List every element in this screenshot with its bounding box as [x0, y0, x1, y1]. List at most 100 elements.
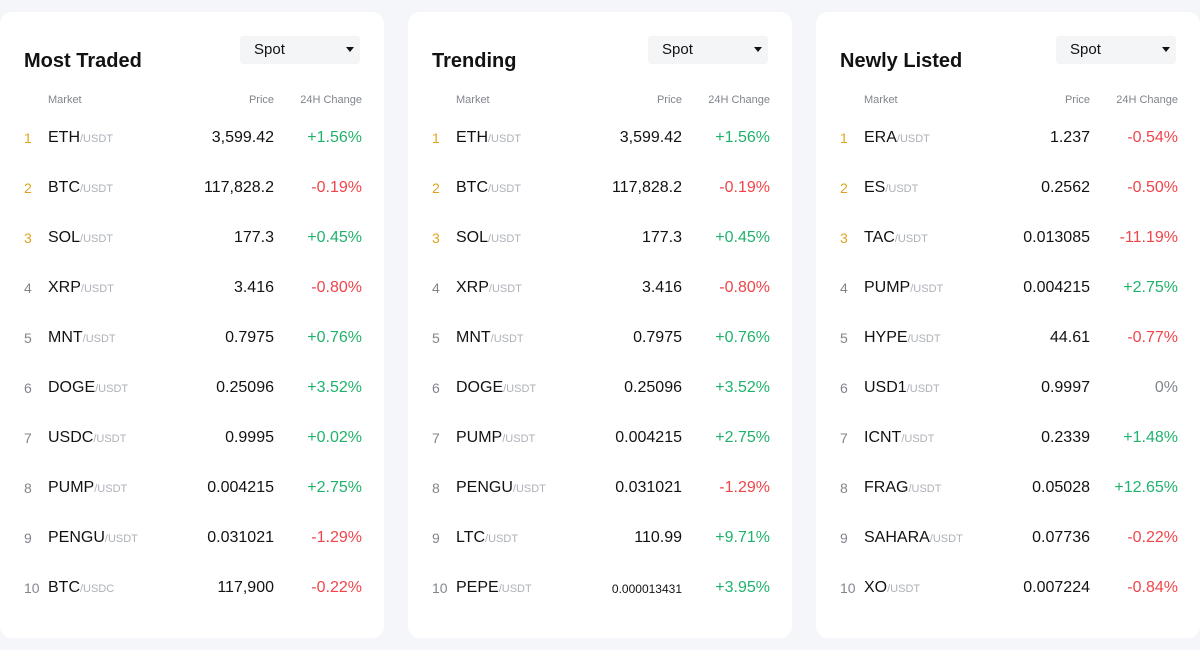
market-row[interactable]: 7 USDC/USDT 0.9995 +0.02%	[0, 413, 384, 463]
market-row[interactable]: 9 SAHARA/USDT 0.07736 -0.22%	[816, 513, 1200, 563]
market-row[interactable]: 8 PUMP/USDT 0.004215 +2.75%	[0, 463, 384, 513]
market-row[interactable]: 1 ETH/USDT 3,599.42 +1.56%	[0, 113, 384, 163]
trading-pair: MNT/USDT	[456, 329, 524, 347]
market-row[interactable]: 1 ETH/USDT 3,599.42 +1.56%	[408, 113, 792, 163]
market-type-select[interactable]: Spot	[648, 36, 768, 64]
market-row[interactable]: 4 XRP/USDT 3.416 -0.80%	[0, 263, 384, 313]
24h-change: +2.75%	[1123, 279, 1178, 296]
trading-pair: DOGE/USDT	[456, 379, 536, 397]
market-row[interactable]: 6 DOGE/USDT 0.25096 +3.52%	[408, 363, 792, 413]
market-row[interactable]: 4 PUMP/USDT 0.004215 +2.75%	[816, 263, 1200, 313]
base-asset: PENGU	[48, 529, 105, 546]
panel-newly-listed: Newly Listed Spot Market Price 24H Change 1 ER…	[816, 12, 1200, 638]
24h-change: +0.02%	[307, 429, 362, 446]
market-row[interactable]: 3 TAC/USDT 0.013085 -11.19%	[816, 213, 1200, 263]
base-asset: PUMP	[48, 479, 95, 496]
trading-pair: USD1/USDT	[864, 379, 940, 397]
market-row[interactable]: 1 ERA/USDT 1.237 -0.54%	[816, 113, 1200, 163]
quote-asset: /USDT	[104, 533, 138, 545]
quote-asset: /USDT	[80, 183, 113, 195]
market-row[interactable]: 6 USD1/USDT 0.9997 0%	[816, 363, 1200, 413]
market-row[interactable]: 10 XO/USDT 0.007224 -0.84%	[816, 563, 1200, 613]
base-asset: PEPE	[456, 579, 499, 596]
24h-change: -0.84%	[1127, 579, 1178, 596]
base-asset: USD1	[864, 379, 907, 396]
panel-most-traded: Most Traded Spot Market Price 24H Change 1 ETH…	[0, 12, 384, 638]
last-price: 117,828.2	[204, 179, 274, 196]
last-price: 0.7975	[633, 329, 682, 346]
market-row[interactable]: 8 PENGU/USDT 0.031021 -1.29%	[408, 463, 792, 513]
24h-change: -0.50%	[1127, 179, 1178, 196]
24h-change: -11.19%	[1119, 229, 1178, 246]
trading-pair: ES/USDT	[864, 179, 918, 197]
market-row[interactable]: 5 HYPE/USDT 44.61 -0.77%	[816, 313, 1200, 363]
market-row[interactable]: 2 BTC/USDT 117,828.2 -0.19%	[0, 163, 384, 213]
market-type-select[interactable]: Spot	[1056, 36, 1176, 64]
market-row[interactable]: 6 DOGE/USDT 0.25096 +3.52%	[0, 363, 384, 413]
trading-pair: PENGU/USDT	[48, 529, 138, 547]
rank-number: 2	[840, 180, 848, 196]
trading-pair: BTC/USDC	[48, 579, 114, 597]
last-price: 0.2562	[1041, 179, 1090, 196]
rank-number: 5	[840, 330, 848, 346]
market-row[interactable]: 2 ES/USDT 0.2562 -0.50%	[816, 163, 1200, 213]
last-price: 117,828.2	[612, 179, 682, 196]
trading-pair: HYPE/USDT	[864, 329, 941, 347]
market-type-select[interactable]: Spot	[240, 36, 360, 64]
market-row[interactable]: 9 PENGU/USDT 0.031021 -1.29%	[0, 513, 384, 563]
panel-title: Newly Listed	[840, 50, 963, 72]
24h-change: -0.22%	[311, 579, 362, 596]
trading-pair: PUMP/USDT	[456, 429, 535, 447]
market-row[interactable]: 3 SOL/USDT 177.3 +0.45%	[0, 213, 384, 263]
market-row[interactable]: 10 BTC/USDC 117,900 -0.22%	[0, 563, 384, 613]
column-header-price: Price	[656, 94, 682, 106]
24h-change: +0.45%	[715, 229, 770, 246]
market-row[interactable]: 7 ICNT/USDT 0.2339 +1.48%	[816, 413, 1200, 463]
base-asset: XO	[864, 579, 888, 596]
last-price: 1.237	[1049, 129, 1090, 146]
market-row[interactable]: 7 PUMP/USDT 0.004215 +2.75%	[408, 413, 792, 463]
quote-asset: /USDT	[512, 483, 546, 495]
base-asset: BTC	[48, 179, 80, 196]
24h-change: -0.77%	[1127, 329, 1178, 346]
24h-change: -0.19%	[719, 179, 770, 196]
quote-asset: /USDT	[929, 533, 963, 545]
trading-pair: BTC/USDT	[456, 179, 521, 197]
column-header-change: 24H Change	[708, 94, 770, 106]
trading-pair: PUMP/USDT	[864, 279, 943, 297]
rank-number: 6	[840, 380, 848, 396]
trading-pair: PEPE/USDT	[456, 579, 532, 597]
quote-asset: /USDT	[887, 583, 921, 595]
rank-number: 3	[24, 230, 32, 246]
market-row[interactable]: 3 SOL/USDT 177.3 +0.45%	[408, 213, 792, 263]
market-row[interactable]: 5 MNT/USDT 0.7975 +0.76%	[0, 313, 384, 363]
quote-asset: /USDT	[80, 133, 113, 145]
trading-pair: XRP/USDT	[456, 279, 522, 297]
quote-asset: /USDT	[485, 533, 519, 545]
quote-asset: /USDT	[95, 383, 129, 395]
rank-number: 4	[840, 280, 848, 296]
last-price: 0.25096	[624, 379, 682, 396]
rank-number: 7	[24, 430, 32, 446]
base-asset: SAHARA	[864, 529, 930, 546]
24h-change: +2.75%	[307, 479, 362, 496]
quote-asset: /USDT	[80, 233, 114, 245]
market-row[interactable]: 5 MNT/USDT 0.7975 +0.76%	[408, 313, 792, 363]
market-row[interactable]: 8 FRAG/USDT 0.05028 +12.65%	[816, 463, 1200, 513]
rank-number: 10	[840, 580, 856, 596]
quote-asset: /USDT	[82, 333, 116, 345]
base-asset: FRAG	[864, 479, 909, 496]
market-row[interactable]: 9 LTC/USDT 110.99 +9.71%	[408, 513, 792, 563]
trading-pair: ICNT/USDT	[864, 429, 934, 447]
quote-asset: /USDT	[490, 333, 524, 345]
market-row[interactable]: 4 XRP/USDT 3.416 -0.80%	[408, 263, 792, 313]
trading-pair: SOL/USDT	[456, 229, 521, 247]
caret-down-icon	[1162, 47, 1170, 52]
rank-number: 9	[24, 530, 32, 546]
market-row[interactable]: 10 PEPE/USDT 0.000013431 +3.95%	[408, 563, 792, 613]
rank-number: 10	[432, 580, 448, 596]
rank-number: 6	[432, 380, 440, 396]
column-header-market: Market	[48, 94, 82, 106]
base-asset: PUMP	[456, 429, 503, 446]
market-row[interactable]: 2 BTC/USDT 117,828.2 -0.19%	[408, 163, 792, 213]
